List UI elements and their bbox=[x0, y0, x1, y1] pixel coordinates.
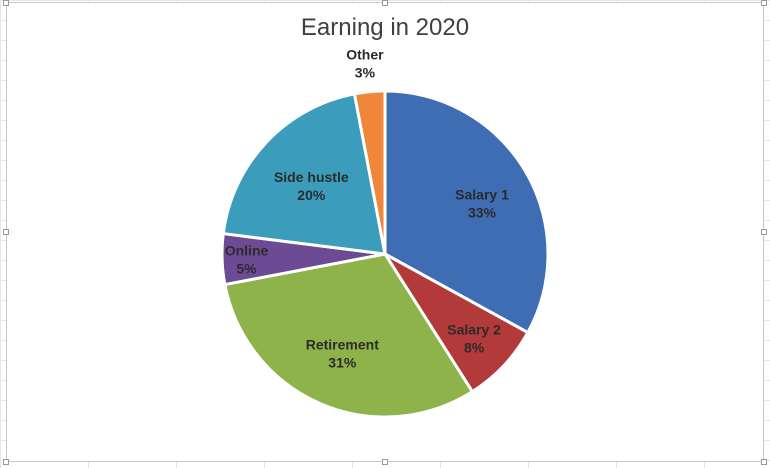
resize-handle-bottom-center[interactable] bbox=[382, 459, 388, 465]
slice-label: Retirement bbox=[306, 337, 379, 353]
slice-label: Side hustle bbox=[274, 169, 349, 185]
resize-handle-bottom-left[interactable] bbox=[3, 459, 9, 465]
chart-title: Earning in 2020 bbox=[300, 14, 470, 41]
slice-label: Online bbox=[225, 242, 269, 258]
resize-handle-middle-left[interactable] bbox=[3, 229, 9, 235]
slice-value-label: 5% bbox=[236, 260, 257, 276]
slice-value-label: 31% bbox=[328, 355, 357, 371]
resize-handle-top-center[interactable] bbox=[382, 0, 388, 6]
slice-value-label: 3% bbox=[355, 65, 376, 81]
slice-label: Other bbox=[346, 47, 384, 63]
resize-handle-bottom-right[interactable] bbox=[761, 459, 767, 465]
pie-slice-other[interactable] bbox=[352, 89, 387, 256]
slice-label: Salary 1 bbox=[455, 187, 509, 203]
slice-value-label: 8% bbox=[464, 340, 485, 356]
slice-value-label: 33% bbox=[468, 205, 497, 221]
pie-slice-retirement[interactable] bbox=[223, 252, 474, 419]
resize-handle-middle-right[interactable] bbox=[761, 229, 767, 235]
resize-handle-top-right[interactable] bbox=[761, 0, 767, 6]
slice-value-label: 20% bbox=[297, 187, 326, 203]
pie-slice-side-hustle[interactable] bbox=[221, 92, 387, 256]
resize-handle-top-left[interactable] bbox=[3, 0, 9, 6]
pie-slice-salary-1[interactable] bbox=[383, 89, 550, 335]
slice-label: Salary 2 bbox=[447, 322, 501, 338]
